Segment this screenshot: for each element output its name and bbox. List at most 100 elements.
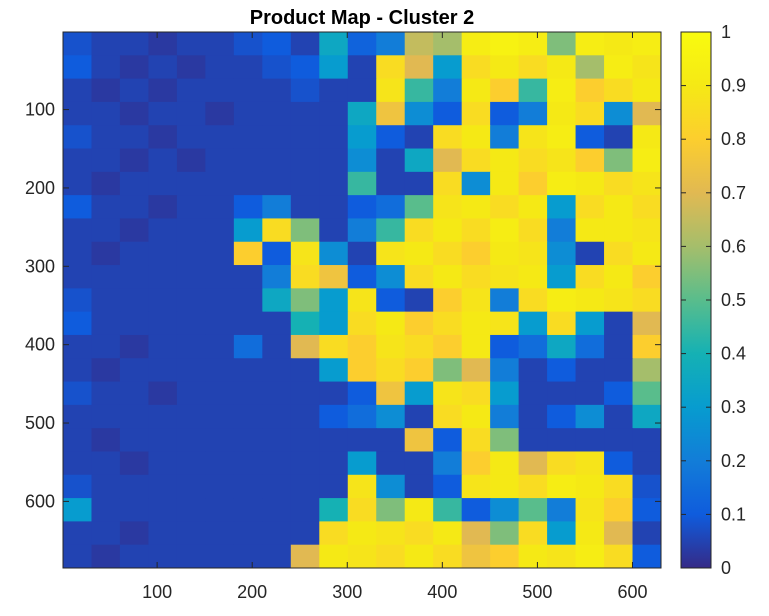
heatmap-cell: [433, 334, 463, 359]
heatmap-cell: [319, 474, 349, 499]
heatmap-cell: [63, 428, 93, 453]
heatmap-cell: [290, 171, 320, 196]
heatmap-cell: [347, 241, 377, 266]
heatmap-cell: [205, 544, 235, 568]
heatmap-cell: [319, 55, 349, 80]
heatmap-cell: [461, 265, 491, 289]
heatmap-cell: [433, 32, 463, 56]
heatmap-cell: [233, 428, 263, 453]
heatmap-cell: [433, 498, 463, 522]
heatmap-cell: [490, 241, 520, 266]
heatmap-cell: [319, 334, 349, 359]
heatmap-cell: [205, 381, 235, 406]
heatmap-cell: [433, 358, 463, 383]
heatmap-cell: [575, 32, 605, 56]
chart-title: Product Map - Cluster 2: [250, 7, 474, 29]
heatmap-cell: [91, 451, 121, 476]
heatmap-cell: [404, 334, 434, 359]
heatmap-cell: [205, 358, 235, 383]
x-axis: 100 200 300 400 500 600: [142, 32, 648, 602]
heatmap-cell: [233, 521, 263, 546]
heatmap-cell: [547, 498, 577, 522]
heatmap-cell: [176, 474, 206, 499]
heatmap-cell: [176, 55, 206, 80]
heatmap-cell: [119, 404, 150, 429]
heatmap-cell: [461, 241, 491, 266]
heatmap-cell: [433, 404, 463, 429]
heatmap-cell: [176, 498, 206, 522]
heatmap-cell: [91, 125, 121, 150]
heatmap-cell: [119, 32, 150, 56]
heatmap-cell: [233, 451, 263, 476]
heatmap-cell: [376, 55, 406, 80]
heatmap-cell: [433, 428, 463, 453]
heatmap-cell: [632, 311, 661, 336]
heatmap-cell: [490, 32, 520, 56]
heatmap-cell: [632, 148, 661, 173]
heatmap-cell: [148, 288, 178, 313]
heatmap-cell: [347, 428, 377, 453]
heatmap-cell: [518, 195, 548, 220]
heatmap-cell: [461, 498, 491, 522]
heatmap-cell: [91, 171, 121, 196]
heatmap-cell: [547, 55, 577, 80]
heatmap-cell: [319, 311, 349, 336]
heatmap-cell: [376, 334, 406, 359]
heatmap-cell: [547, 334, 577, 359]
heatmap-cell: [148, 334, 178, 359]
heatmap-cell: [404, 544, 434, 568]
heatmap-cell: [404, 451, 434, 476]
heatmap-cell: [290, 101, 320, 126]
heatmap-cell: [233, 498, 263, 522]
colorbar-tick-label: 0.8: [721, 129, 746, 149]
heatmap-cell: [490, 544, 520, 568]
heatmap-cell: [404, 218, 434, 243]
heatmap-cell: [290, 381, 320, 406]
heatmap-cell: [205, 288, 235, 313]
colorbar-tick-label: 0.9: [721, 76, 746, 96]
heatmap-cell: [347, 171, 377, 196]
heatmap-cell: [575, 521, 605, 546]
heatmap-cell: [91, 218, 121, 243]
heatmap-cell: [632, 381, 661, 406]
heatmap-cell: [575, 498, 605, 522]
heatmap-cell: [575, 171, 605, 196]
heatmap-cell: [376, 544, 406, 568]
heatmap-cell: [575, 381, 605, 406]
heatmap-cell: [119, 171, 150, 196]
heatmap-cell: [176, 544, 206, 568]
heatmap-cell: [233, 148, 263, 173]
heatmap-cell: [176, 381, 206, 406]
heatmap-cell: [148, 498, 178, 522]
heatmap-cell: [290, 78, 320, 103]
heatmap-cell: [91, 498, 121, 522]
heatmap-cell: [319, 358, 349, 383]
heatmap-cell: [490, 265, 520, 289]
heatmap-cell: [91, 428, 121, 453]
heatmap-cell: [119, 358, 150, 383]
heatmap-cell: [404, 125, 434, 150]
heatmap-cell: [376, 241, 406, 266]
y-tick-label: 300: [25, 256, 55, 276]
heatmap-cell: [433, 148, 463, 173]
heatmap-cell: [148, 358, 178, 383]
heatmap-cell: [547, 218, 577, 243]
heatmap-cell: [490, 381, 520, 406]
heatmap-cell: [319, 218, 349, 243]
heatmap-cell: [319, 498, 349, 522]
heatmap-cell: [376, 195, 406, 220]
heatmap-cell: [119, 334, 150, 359]
heatmap-cell: [547, 148, 577, 173]
heatmap-cell: [490, 451, 520, 476]
heatmap-cell: [290, 498, 320, 522]
heatmap-cell: [547, 358, 577, 383]
heatmap-cell: [404, 474, 434, 499]
plot-frame: [62, 31, 662, 569]
heatmap-cell: [632, 78, 661, 103]
heatmap-cell: [290, 451, 320, 476]
heatmap-cell: [262, 334, 292, 359]
heatmap-cell: [176, 334, 206, 359]
heatmap-cell: [490, 218, 520, 243]
heatmap-cell: [148, 521, 178, 546]
heatmap-cell: [63, 125, 93, 150]
